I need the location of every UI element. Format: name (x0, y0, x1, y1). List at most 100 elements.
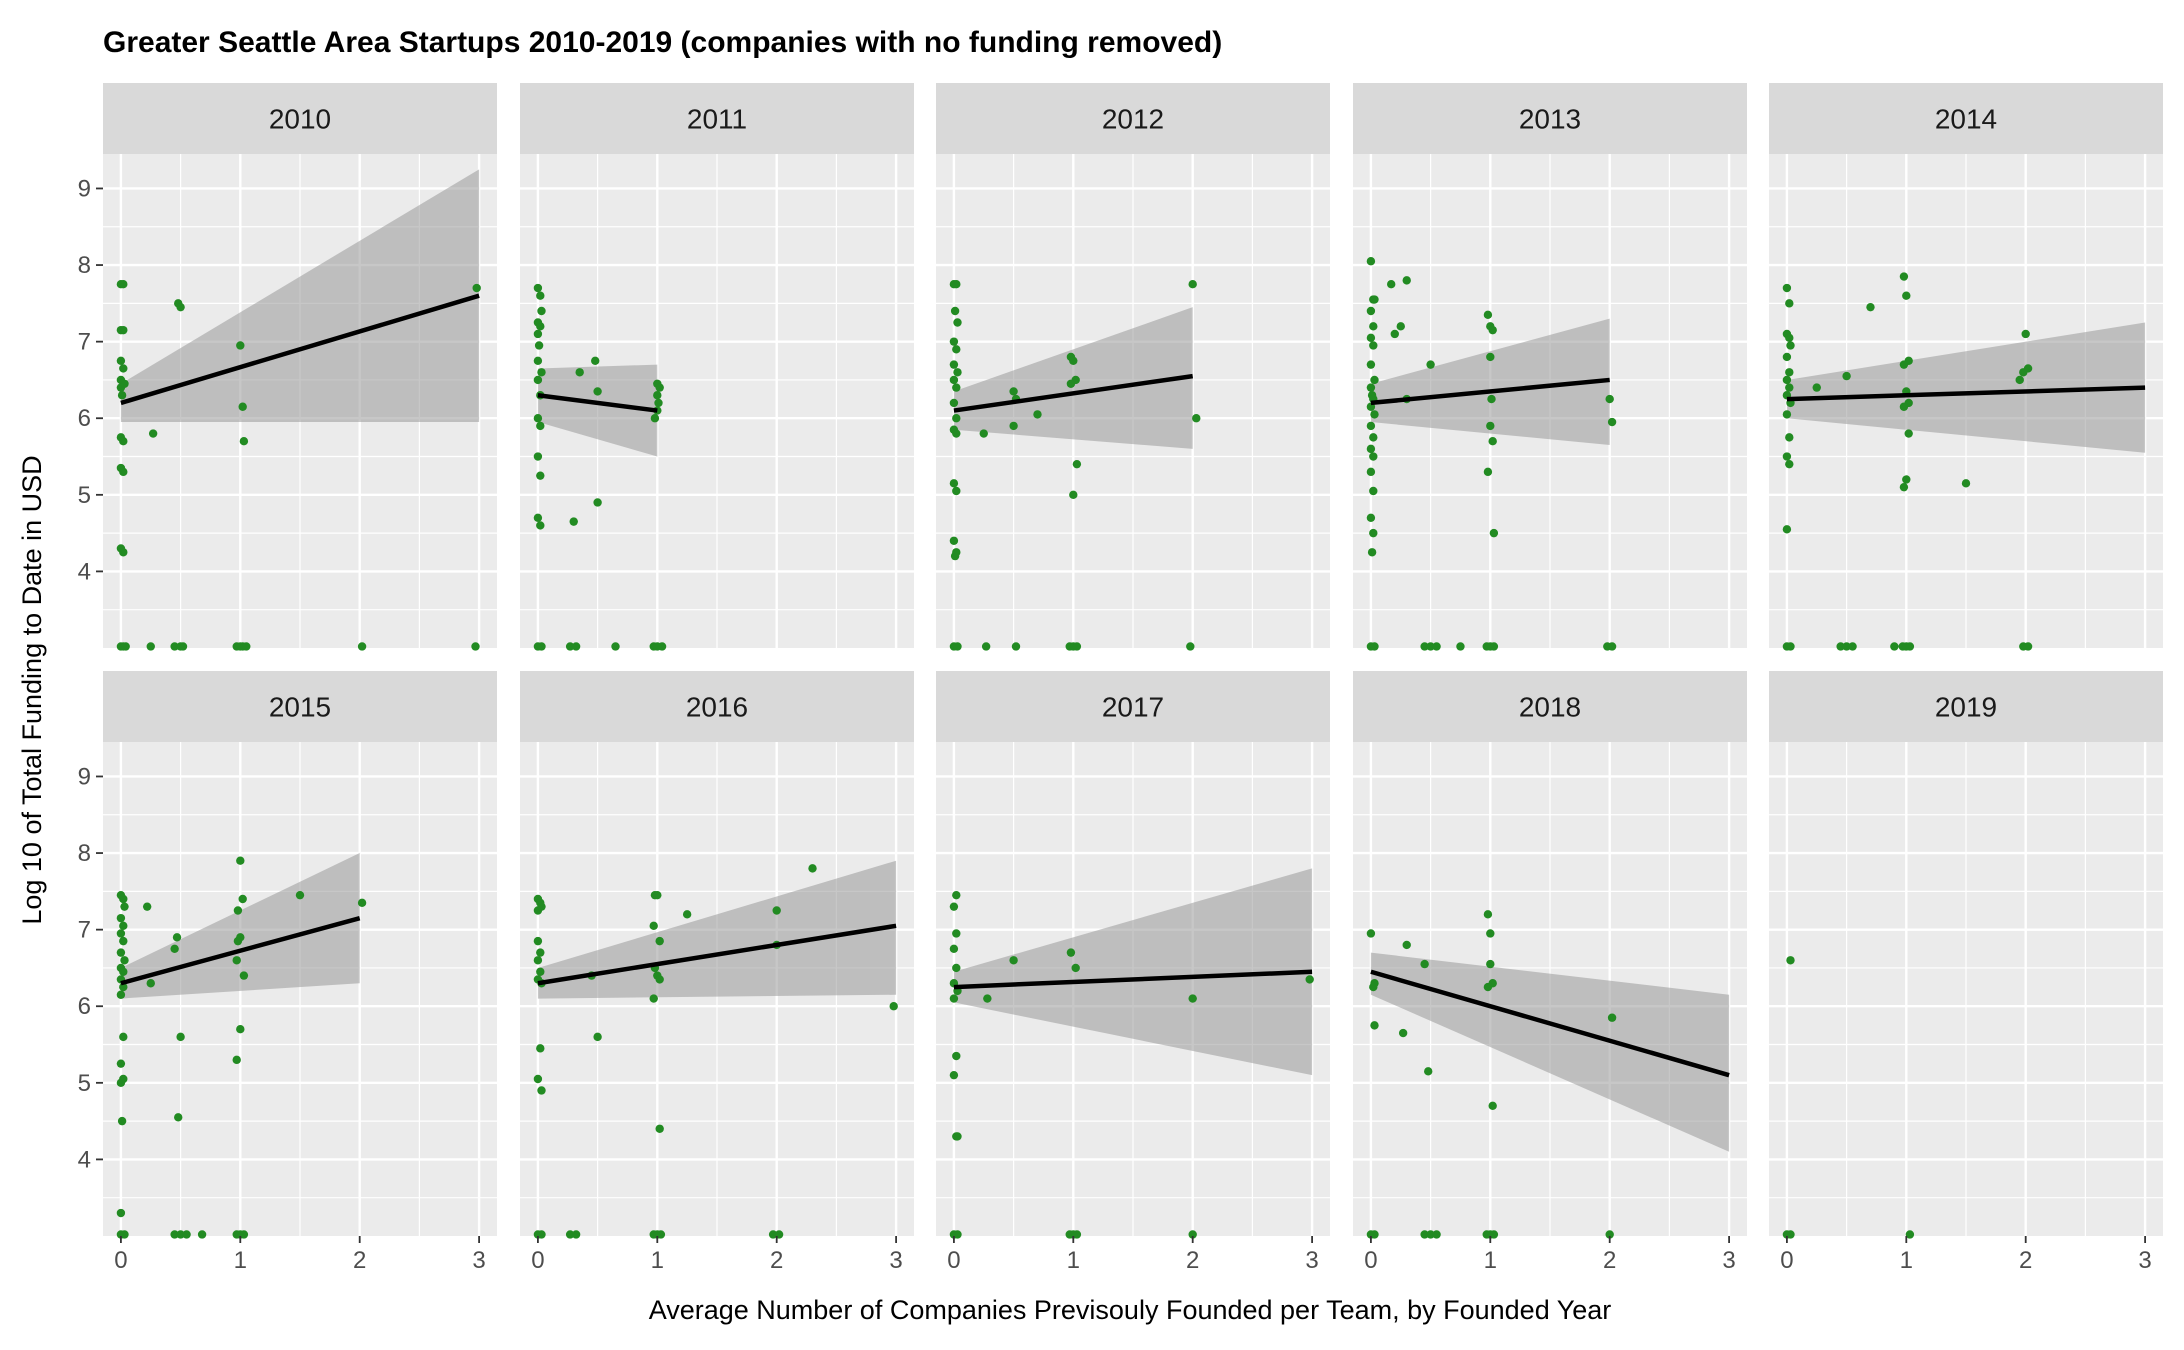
data-point (1398, 1028, 1408, 1038)
data-point (953, 1230, 962, 1239)
data-point (357, 642, 367, 651)
x-tick-label: 2 (770, 1247, 783, 1274)
confidence-band (1370, 952, 1730, 1152)
data-point (2021, 329, 2030, 339)
data-point (952, 429, 961, 438)
data-point (120, 902, 129, 911)
data-point (953, 368, 962, 377)
data-point (236, 1025, 245, 1034)
regression-line (537, 923, 897, 986)
data-point (1066, 379, 1076, 388)
data-point (1366, 383, 1376, 392)
data-points (1366, 910, 1617, 1239)
data-point (1483, 910, 1493, 919)
regression-line (953, 969, 1313, 990)
data-point (170, 642, 179, 651)
data-point (116, 990, 126, 999)
data-point (182, 1230, 191, 1239)
y-tick-label: 8 (78, 252, 91, 279)
data-point (120, 1230, 129, 1239)
y-tick-label: 5 (78, 1070, 91, 1097)
data-point (1072, 459, 1082, 469)
data-point (1905, 642, 1915, 651)
data-point (233, 906, 243, 915)
y-tick-label: 6 (78, 993, 91, 1020)
data-point (1488, 437, 1497, 446)
data-point (952, 486, 961, 496)
x-tick-label: 0 (531, 1247, 544, 1274)
data-point (1069, 356, 1078, 365)
data-point (1899, 360, 1909, 369)
data-point (611, 642, 620, 651)
data-point (649, 994, 658, 1003)
data-point (949, 337, 959, 346)
data-point (232, 1055, 241, 1065)
data-point (1369, 528, 1378, 538)
data-point (653, 890, 662, 900)
data-point (949, 360, 959, 369)
strip-label-2016: 2016 (686, 692, 748, 723)
strip-background (1353, 83, 1747, 154)
data-point (116, 929, 126, 938)
x-tick-label: 3 (472, 1247, 485, 1274)
data-point (1426, 360, 1435, 369)
data-point (120, 956, 129, 965)
panel-2012: 2012 (936, 83, 1330, 651)
data-point (119, 548, 128, 557)
data-point (1366, 444, 1376, 454)
data-point (1487, 394, 1496, 404)
data-point (1424, 1067, 1433, 1076)
data-point (1785, 333, 1794, 343)
data-point (119, 437, 128, 446)
data-point (953, 1132, 962, 1141)
data-point (2023, 642, 2033, 651)
x-tick-label: 2 (353, 1247, 366, 1274)
data-point (537, 1230, 546, 1239)
data-point (1370, 375, 1379, 385)
data-point (471, 642, 480, 651)
data-point (1366, 257, 1376, 266)
x-tick-label: 1 (1484, 1247, 1497, 1274)
regression-line (1786, 385, 2146, 402)
x-tick-label: 1 (234, 1247, 247, 1274)
data-point (1786, 341, 1795, 350)
data-point (1605, 1230, 1614, 1239)
data-point (949, 944, 959, 953)
data-point (533, 936, 543, 946)
y-tick-label: 6 (78, 405, 91, 432)
data-point (119, 364, 128, 373)
data-point (1188, 1230, 1197, 1239)
data-points (1366, 257, 1617, 651)
data-point (242, 642, 251, 651)
data-point (1904, 429, 1913, 438)
x-tick-label: 2 (1603, 1247, 1616, 1274)
confidence-band (1370, 318, 1610, 446)
data-point (1402, 276, 1411, 285)
data-point (1369, 322, 1378, 331)
data-point (119, 967, 128, 976)
regression-line (537, 393, 658, 413)
data-point (1396, 322, 1405, 331)
data-point (808, 864, 817, 873)
data-points (949, 280, 1201, 651)
data-point (233, 936, 243, 946)
data-point (1842, 642, 1851, 651)
data-point (953, 642, 962, 651)
panel-2013: 2013 (1353, 83, 1747, 651)
data-point (116, 1078, 126, 1088)
data-point (1402, 940, 1411, 950)
data-point (655, 936, 664, 946)
data-point (536, 1044, 545, 1053)
data-point (1786, 642, 1795, 651)
data-point (952, 345, 961, 354)
data-point (119, 325, 128, 335)
data-point (1370, 410, 1379, 419)
data-point (571, 642, 581, 651)
data-point (1782, 525, 1792, 534)
data-point (1456, 642, 1465, 651)
data-point (772, 906, 781, 915)
data-point (1366, 513, 1376, 522)
data-point (949, 994, 959, 1003)
strip-background (1769, 671, 2163, 742)
